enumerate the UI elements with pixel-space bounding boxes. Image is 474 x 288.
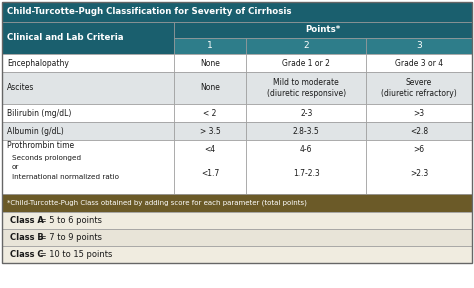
Bar <box>2 212 472 229</box>
Bar <box>246 54 366 72</box>
Bar <box>2 122 173 140</box>
Text: Mild to moderate
(diuretic responsive): Mild to moderate (diuretic responsive) <box>267 78 346 98</box>
Bar <box>173 38 246 54</box>
Text: 2: 2 <box>303 41 309 50</box>
Bar <box>2 22 173 54</box>
Text: Class A: Class A <box>10 216 44 225</box>
Text: 4-6: 4-6 <box>300 145 312 154</box>
Bar <box>366 72 472 104</box>
Text: None: None <box>200 84 220 92</box>
Bar <box>246 38 366 54</box>
Text: >3: >3 <box>413 109 425 118</box>
Bar <box>366 54 472 72</box>
Bar <box>2 104 173 122</box>
Bar <box>366 140 472 194</box>
Text: < 2: < 2 <box>203 109 217 118</box>
Bar <box>246 140 366 194</box>
Text: <1.7: <1.7 <box>201 170 219 179</box>
Text: > 3.5: > 3.5 <box>200 126 220 135</box>
Bar <box>2 246 472 263</box>
Text: Class C: Class C <box>10 250 44 259</box>
Bar <box>173 104 246 122</box>
Text: Ascites: Ascites <box>7 84 35 92</box>
Text: = 7 to 9 points: = 7 to 9 points <box>37 233 102 242</box>
Text: Seconds prolonged: Seconds prolonged <box>12 155 81 161</box>
Bar <box>2 229 472 246</box>
Text: Prothrombin time: Prothrombin time <box>7 141 74 151</box>
Bar <box>366 104 472 122</box>
Bar <box>366 38 472 54</box>
Bar <box>2 194 472 212</box>
Text: <4: <4 <box>204 145 216 154</box>
Bar <box>246 72 366 104</box>
Text: Encephalopathy: Encephalopathy <box>7 58 69 67</box>
Bar <box>2 54 173 72</box>
Bar <box>173 72 246 104</box>
Text: Class B: Class B <box>10 233 44 242</box>
Bar <box>2 2 472 22</box>
Text: 1: 1 <box>207 41 213 50</box>
Text: Clinical and Lab Criteria: Clinical and Lab Criteria <box>7 33 124 43</box>
Text: or: or <box>12 164 19 170</box>
Text: 3: 3 <box>416 41 422 50</box>
Text: None: None <box>200 58 220 67</box>
Bar <box>173 54 246 72</box>
Text: Severe
(diuretic refractory): Severe (diuretic refractory) <box>381 78 457 98</box>
Bar <box>246 104 366 122</box>
Bar <box>2 72 173 104</box>
Text: Bilirubin (mg/dL): Bilirubin (mg/dL) <box>7 109 72 118</box>
Bar <box>366 122 472 140</box>
Text: >6: >6 <box>413 145 425 154</box>
Text: Grade 3 or 4: Grade 3 or 4 <box>395 58 443 67</box>
Bar <box>173 22 472 38</box>
Text: <2.8: <2.8 <box>410 126 428 135</box>
Text: Points*: Points* <box>305 26 340 35</box>
Bar <box>246 122 366 140</box>
Text: = 5 to 6 points: = 5 to 6 points <box>37 216 102 225</box>
Text: 1.7-2.3: 1.7-2.3 <box>293 170 319 179</box>
Text: International normalized ratio: International normalized ratio <box>12 174 119 180</box>
Text: *Child-Turcotte-Pugh Class obtained by adding score for each parameter (total po: *Child-Turcotte-Pugh Class obtained by a… <box>7 200 307 206</box>
Text: Albumin (g/dL): Albumin (g/dL) <box>7 126 64 135</box>
Text: = 10 to 15 points: = 10 to 15 points <box>37 250 112 259</box>
Text: >2.3: >2.3 <box>410 170 428 179</box>
Bar <box>2 140 173 194</box>
Text: Grade 1 or 2: Grade 1 or 2 <box>283 58 330 67</box>
Text: 2.8-3.5: 2.8-3.5 <box>293 126 319 135</box>
Text: Child-Turcotte-Pugh Classification for Severity of Cirrhosis: Child-Turcotte-Pugh Classification for S… <box>7 7 292 16</box>
Bar <box>173 140 246 194</box>
Text: 2-3: 2-3 <box>300 109 312 118</box>
Bar <box>173 122 246 140</box>
